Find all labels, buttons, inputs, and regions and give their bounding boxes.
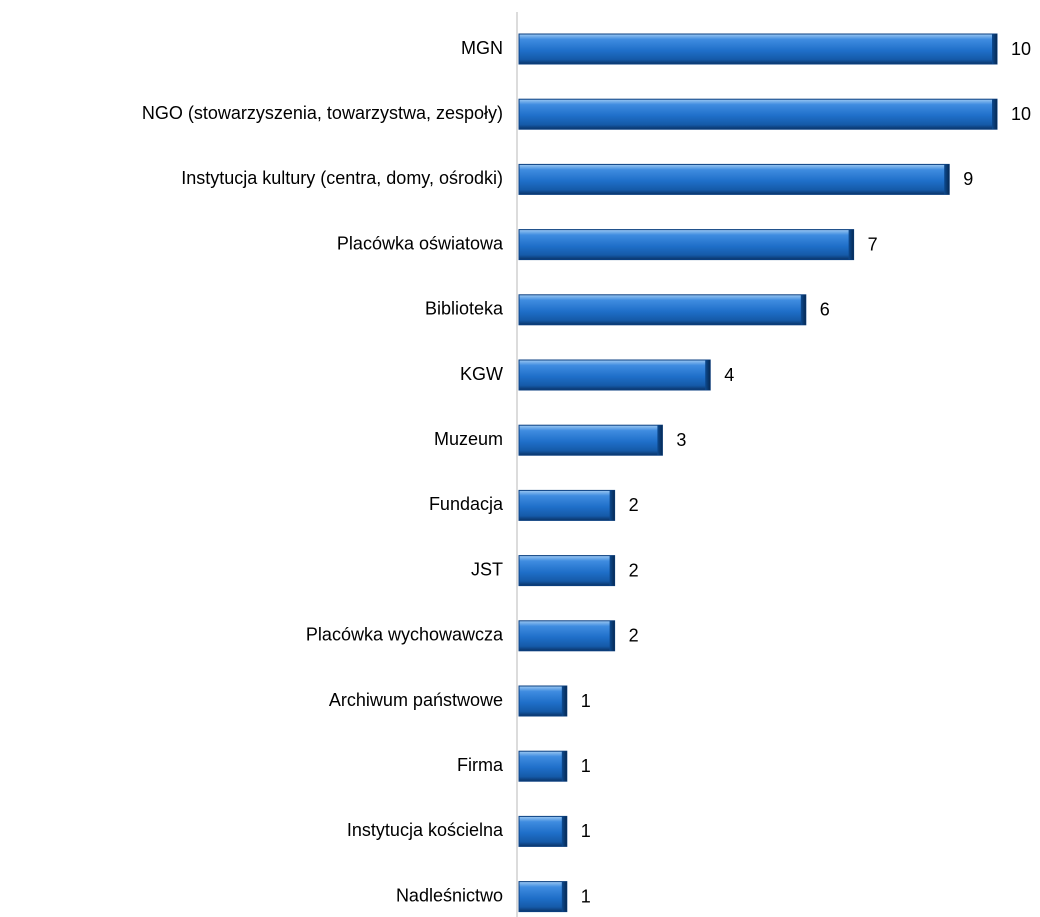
data-label: 1 (581, 691, 591, 711)
bar (518, 229, 855, 261)
bar (518, 33, 998, 65)
data-label: 1 (581, 821, 591, 841)
bar (518, 359, 711, 391)
data-label: 1 (581, 756, 591, 776)
data-label: 2 (629, 560, 639, 580)
bar (518, 424, 663, 456)
category-label: Fundacja (429, 494, 504, 514)
category-label: Instytucja kościelna (347, 820, 504, 840)
category-label: KGW (460, 364, 503, 384)
category-label: Firma (457, 755, 504, 775)
bar (518, 98, 998, 130)
data-label: 3 (676, 430, 686, 450)
bar (518, 489, 616, 521)
bar (518, 685, 568, 717)
bar (518, 294, 807, 326)
bar (518, 750, 568, 782)
category-label: NGO (stowarzyszenia, towarzystwa, zespoł… (142, 103, 503, 123)
data-label: 4 (724, 365, 734, 385)
category-label: Muzeum (434, 429, 503, 449)
category-label: Nadleśnictwo (396, 885, 503, 905)
data-label: 9 (963, 169, 973, 189)
data-label: 1 (581, 886, 591, 906)
bar (518, 620, 616, 652)
data-label: 2 (629, 495, 639, 515)
category-label: Placówka oświatowa (337, 233, 504, 253)
category-label: Archiwum państwowe (329, 690, 503, 710)
category-label: MGN (461, 38, 503, 58)
category-label: Biblioteka (425, 299, 504, 319)
data-label: 7 (868, 234, 878, 254)
category-label: Placówka wychowawcza (306, 625, 504, 645)
data-label: 6 (820, 300, 830, 320)
data-label: 10 (1011, 104, 1031, 124)
category-label: Instytucja kultury (centra, domy, ośrodk… (181, 168, 503, 188)
bar (518, 881, 568, 913)
bar (518, 555, 616, 587)
data-label: 10 (1011, 39, 1031, 59)
bar (518, 163, 950, 195)
bar (518, 815, 568, 847)
category-label: JST (471, 559, 503, 579)
data-label: 2 (629, 626, 639, 646)
